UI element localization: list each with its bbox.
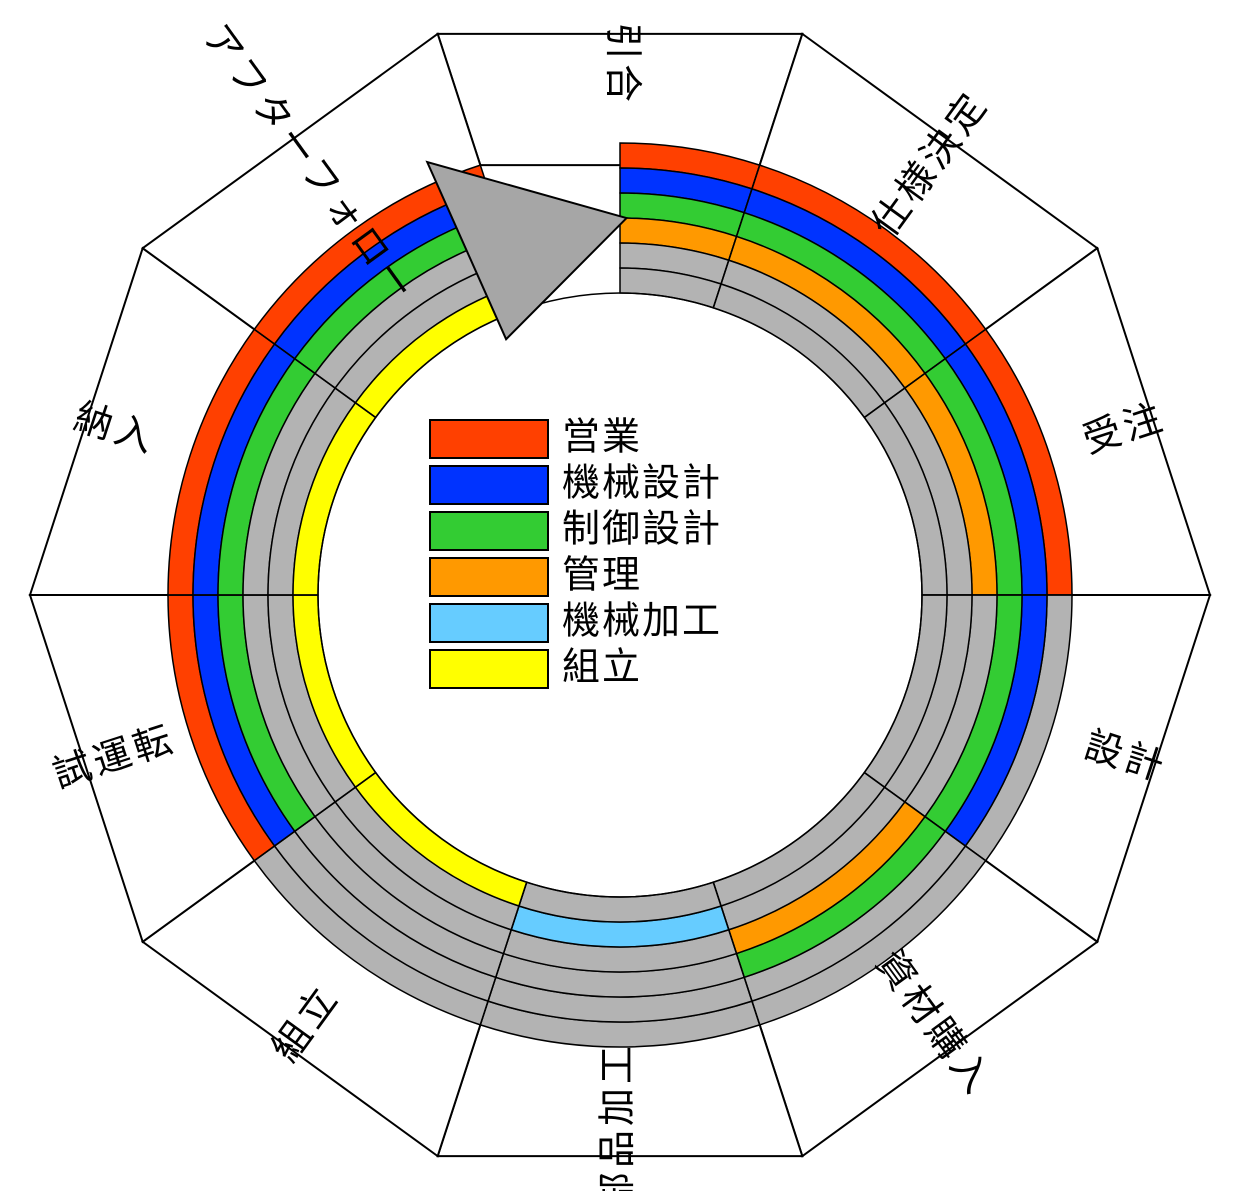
legend-swatch (430, 512, 548, 550)
segment-label: 引合 (601, 22, 643, 106)
legend-label: 管理 (562, 555, 642, 597)
cycle-diagram: 引合仕様決定受注設計資材購入部品加工組立試運転納入アフターフォロー営業機械設計制… (0, 0, 1240, 1191)
legend-swatch (430, 604, 548, 642)
legend-label: 機械加工 (562, 601, 722, 643)
legend-swatch (430, 420, 548, 458)
legend-label: 組立 (562, 647, 642, 689)
legend-swatch (430, 558, 548, 596)
legend-label: 機械設計 (562, 463, 722, 505)
legend-swatch (430, 466, 548, 504)
segment-label: 部品加工 (597, 1042, 639, 1191)
legend-label: 制御設計 (562, 509, 722, 551)
legend-label: 営業 (562, 417, 642, 459)
legend-swatch (430, 650, 548, 688)
